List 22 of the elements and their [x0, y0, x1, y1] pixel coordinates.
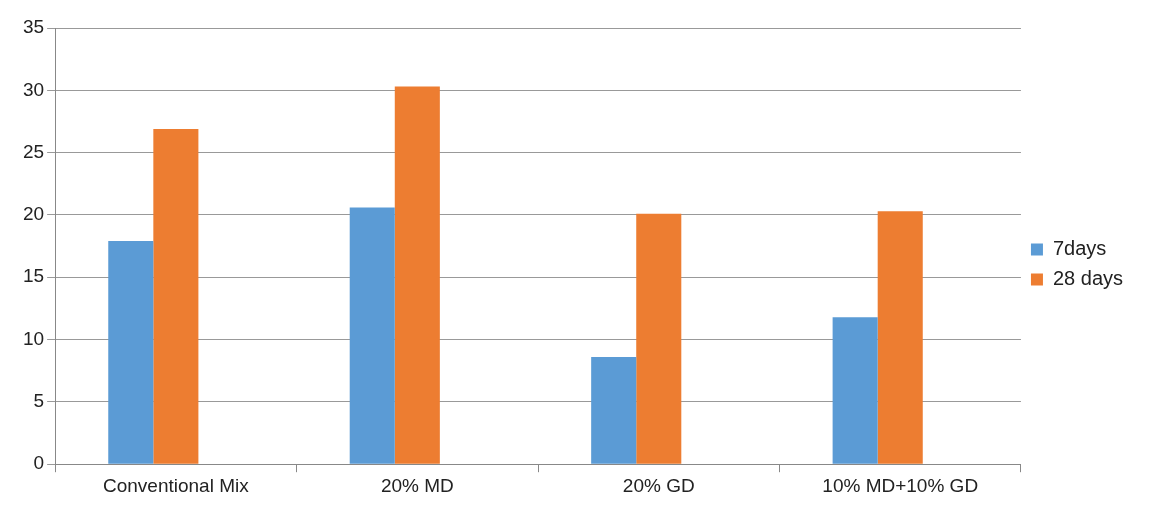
- y-tick-label: 35: [22, 16, 45, 38]
- bar: [877, 211, 923, 464]
- legend-label: 7days: [1052, 237, 1107, 260]
- bar: [108, 241, 154, 464]
- bar: [349, 207, 395, 464]
- legend-label: 28 days: [1052, 267, 1124, 290]
- bar: [636, 213, 682, 464]
- y-tick-label: 30: [22, 78, 45, 100]
- y-tick-label: 15: [22, 265, 45, 287]
- y-tick-label: 5: [33, 390, 45, 412]
- y-tick-label: 10: [22, 327, 45, 349]
- bar: [832, 317, 878, 464]
- y-tick-label: 0: [33, 452, 45, 474]
- x-tick-label: 20% GD: [622, 474, 695, 496]
- y-tick-label: 25: [22, 140, 45, 162]
- bar: [394, 86, 440, 464]
- x-tick-label: 20% MD: [380, 474, 454, 496]
- bar: [591, 357, 637, 464]
- y-tick-label: 20: [22, 203, 45, 225]
- x-tick-label: 10% MD+10% GD: [822, 474, 979, 496]
- x-tick-label: Conventional Mix: [102, 474, 250, 496]
- bar: [153, 128, 199, 464]
